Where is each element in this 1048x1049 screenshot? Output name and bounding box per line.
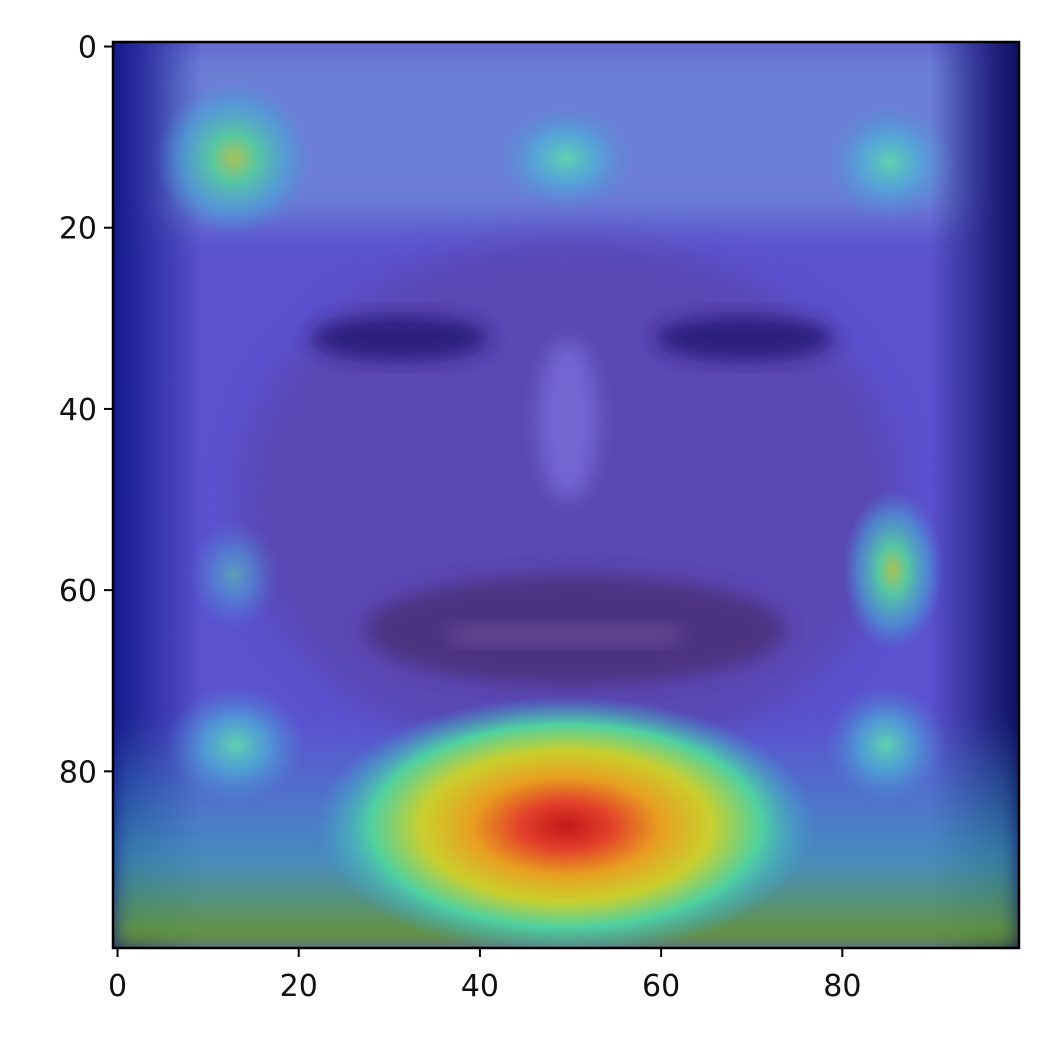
hotspot-main: [316, 696, 816, 948]
x-axis: 0 20 40 60 80: [108, 948, 861, 1004]
hotspot-top-left: [156, 80, 312, 236]
right-eye: [655, 316, 835, 360]
y-tick-label: 20: [59, 212, 97, 247]
left-eye: [310, 316, 490, 360]
x-tick-label: 60: [642, 969, 680, 1004]
plot-frame: [111, 40, 1021, 950]
x-tick-label: 0: [108, 969, 127, 1004]
hotspot-top-right: [825, 102, 955, 222]
teeth: [450, 625, 680, 645]
x-tick-label: 80: [823, 969, 861, 1004]
hotspot-left-mid: [189, 520, 279, 630]
y-axis: 0 20 40 60 80: [59, 31, 113, 790]
y-tick-label: 60: [59, 574, 97, 609]
x-tick-label: 40: [461, 969, 499, 1004]
hotspot-top-center: [496, 103, 636, 213]
y-tick-label: 80: [59, 755, 97, 790]
hotspot-bottom-left: [166, 685, 306, 805]
y-tick-label: 40: [59, 393, 97, 428]
hotspot-right-mid: [843, 490, 943, 650]
hotspot-bottom-right: [826, 685, 946, 805]
y-tick-label: 0: [78, 31, 97, 66]
heatmap-plot-area: [113, 42, 1019, 948]
x-tick-label: 20: [280, 969, 318, 1004]
nose-highlight: [538, 340, 598, 500]
